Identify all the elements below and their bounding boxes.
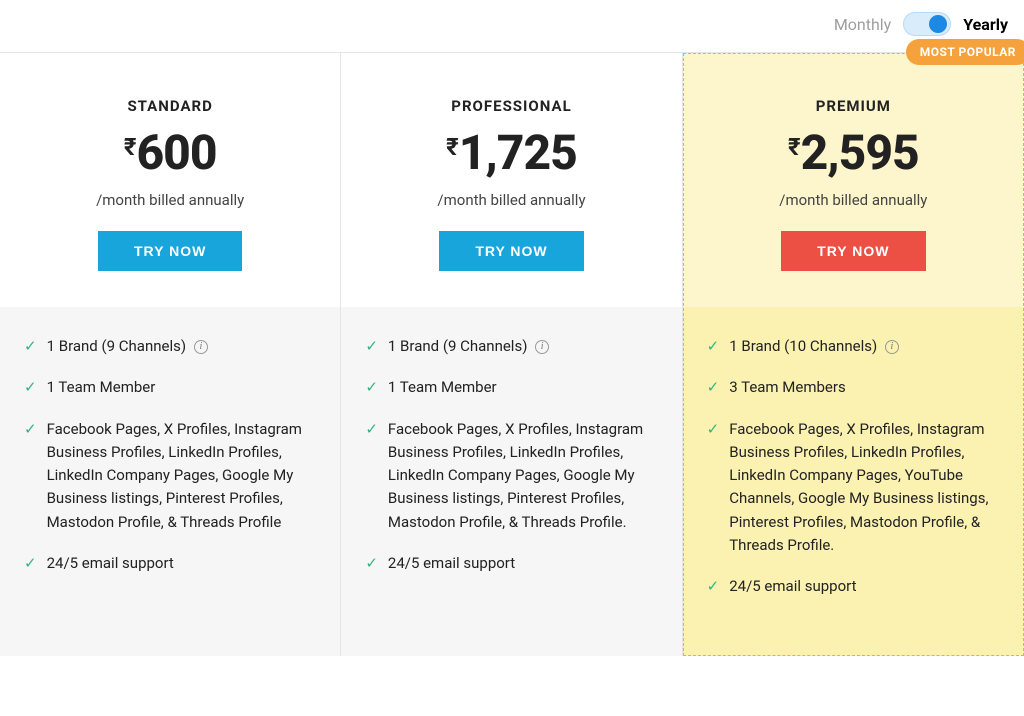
billing-note: /month billed annually (365, 191, 657, 209)
currency-symbol: ₹ (124, 133, 137, 161)
feature-list: ✓ 1 Brand (10 Channels) i ✓ 3 Team Membe… (707, 335, 1000, 598)
check-icon: ✓ (365, 552, 378, 575)
check-icon: ✓ (365, 418, 378, 441)
check-icon: ✓ (24, 552, 37, 575)
billing-note: /month billed annually (707, 191, 1000, 209)
most-popular-badge: MOST POPULAR (906, 39, 1024, 65)
feature-text: 24/5 email support (388, 552, 515, 575)
feature-item: ✓ 24/5 email support (24, 552, 316, 575)
plan-premium: MOST POPULAR PREMIUM ₹ 2,595 /month bill… (683, 53, 1024, 656)
check-icon: ✓ (707, 418, 720, 441)
plan-standard: STANDARD ₹ 600 /month billed annually TR… (0, 53, 341, 656)
feature-text: Facebook Pages, X Profiles, Instagram Bu… (388, 418, 658, 534)
check-icon: ✓ (365, 376, 378, 399)
feature-item: ✓ 1 Brand (9 Channels) i (24, 335, 316, 358)
toggle-knob (929, 15, 947, 33)
feature-item: ✓ 1 Brand (9 Channels) i (365, 335, 657, 358)
plan-price: ₹ 600 (24, 129, 316, 177)
plan-name: PROFESSIONAL (365, 97, 657, 115)
plan-features: ✓ 1 Brand (9 Channels) i ✓ 1 Team Member… (341, 307, 681, 656)
price-amount: 1,725 (459, 129, 577, 177)
feature-text: 1 Brand (9 Channels) i (388, 335, 549, 358)
check-icon: ✓ (707, 335, 720, 358)
plan-header: STANDARD ₹ 600 /month billed annually TR… (0, 53, 340, 307)
price-amount: 600 (136, 129, 216, 177)
feature-item: ✓ 1 Team Member (24, 376, 316, 399)
check-icon: ✓ (24, 376, 37, 399)
check-icon: ✓ (24, 335, 37, 358)
plan-header: PROFESSIONAL ₹ 1,725 /month billed annua… (341, 53, 681, 307)
info-icon[interactable]: i (194, 340, 208, 354)
info-icon[interactable]: i (535, 340, 549, 354)
feature-text: 24/5 email support (47, 552, 174, 575)
billing-toggle-bar: Monthly Yearly (0, 0, 1024, 52)
feature-item: ✓ 3 Team Members (707, 376, 1000, 399)
plan-features: ✓ 1 Brand (9 Channels) i ✓ 1 Team Member… (0, 307, 340, 656)
feature-item: ✓ 24/5 email support (365, 552, 657, 575)
feature-text: Facebook Pages, X Profiles, Instagram Bu… (729, 418, 1000, 558)
feature-item: ✓ 1 Brand (10 Channels) i (707, 335, 1000, 358)
plan-price: ₹ 2,595 (707, 129, 1000, 177)
info-icon[interactable]: i (885, 340, 899, 354)
try-now-button[interactable]: TRY NOW (781, 231, 925, 271)
plan-features: ✓ 1 Brand (10 Channels) i ✓ 3 Team Membe… (683, 307, 1024, 656)
toggle-monthly-label[interactable]: Monthly (834, 15, 891, 34)
feature-text: 3 Team Members (729, 376, 845, 399)
feature-text: 1 Team Member (388, 376, 497, 399)
feature-item: ✓ 1 Team Member (365, 376, 657, 399)
currency-symbol: ₹ (446, 133, 459, 161)
feature-list: ✓ 1 Brand (9 Channels) i ✓ 1 Team Member… (365, 335, 657, 575)
feature-item: ✓ Facebook Pages, X Profiles, Instagram … (24, 418, 316, 534)
feature-text: Facebook Pages, X Profiles, Instagram Bu… (47, 418, 317, 534)
plan-name: STANDARD (24, 97, 316, 115)
plan-professional: PROFESSIONAL ₹ 1,725 /month billed annua… (341, 53, 682, 656)
try-now-button[interactable]: TRY NOW (98, 231, 242, 271)
feature-text: 1 Brand (9 Channels) i (47, 335, 208, 358)
plan-price: ₹ 1,725 (365, 129, 657, 177)
billing-note: /month billed annually (24, 191, 316, 209)
feature-text: 1 Brand (10 Channels) i (729, 335, 899, 358)
check-icon: ✓ (24, 418, 37, 441)
check-icon: ✓ (707, 575, 720, 598)
feature-item: ✓ Facebook Pages, X Profiles, Instagram … (365, 418, 657, 534)
billing-toggle[interactable] (903, 12, 951, 36)
feature-list: ✓ 1 Brand (9 Channels) i ✓ 1 Team Member… (24, 335, 316, 575)
toggle-yearly-label[interactable]: Yearly (963, 15, 1008, 34)
currency-symbol: ₹ (788, 133, 801, 161)
feature-text: 1 Team Member (47, 376, 156, 399)
check-icon: ✓ (365, 335, 378, 358)
feature-item: ✓ 24/5 email support (707, 575, 1000, 598)
pricing-grid: STANDARD ₹ 600 /month billed annually TR… (0, 52, 1024, 656)
feature-text: 24/5 email support (729, 575, 856, 598)
feature-item: ✓ Facebook Pages, X Profiles, Instagram … (707, 418, 1000, 558)
check-icon: ✓ (707, 376, 720, 399)
plan-header: PREMIUM ₹ 2,595 /month billed annually T… (683, 53, 1024, 307)
try-now-button[interactable]: TRY NOW (439, 231, 583, 271)
plan-name: PREMIUM (707, 97, 1000, 115)
price-amount: 2,595 (801, 129, 919, 177)
